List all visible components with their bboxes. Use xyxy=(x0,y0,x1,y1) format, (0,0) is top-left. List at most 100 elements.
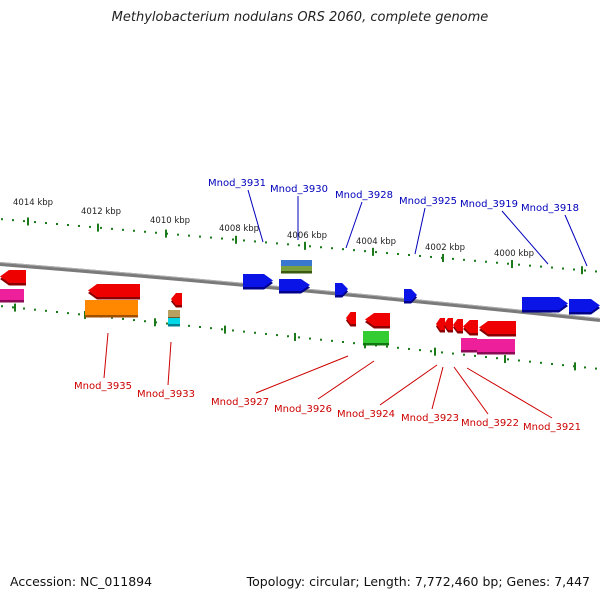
gene-arrow-reverse[interactable] xyxy=(463,320,478,336)
scale-label: 4014 kbp xyxy=(13,198,53,208)
tick-bottom-minor xyxy=(166,322,168,325)
tick-bottom-minor xyxy=(199,326,201,328)
tick-bottom-minor xyxy=(408,347,410,350)
gene-label-mnod-3918[interactable]: Mnod_3918 xyxy=(521,203,579,214)
gene-arrow-reverse[interactable] xyxy=(436,318,445,333)
leader-line-bottom xyxy=(317,360,375,400)
leader-line-top xyxy=(247,189,264,243)
gene-block-reverse[interactable] xyxy=(168,318,180,327)
gene-block-reverse[interactable] xyxy=(477,339,515,355)
leader-line-bottom xyxy=(167,341,172,386)
scale-label: 4012 kbp xyxy=(81,207,121,217)
gene-arrow-reverse[interactable] xyxy=(88,284,140,300)
tick-top-minor xyxy=(551,266,553,269)
tick-top-minor xyxy=(111,227,113,230)
tick-top-minor xyxy=(463,258,465,261)
tick-bottom-minor xyxy=(595,367,597,370)
tick-bottom-minor xyxy=(243,330,245,333)
gene-label-mnod-3921[interactable]: Mnod_3921 xyxy=(523,422,581,433)
gene-block-forward[interactable] xyxy=(281,266,312,274)
gene-features xyxy=(0,260,600,355)
gene-arrow-reverse[interactable] xyxy=(479,321,516,337)
tick-bottom-minor xyxy=(320,338,322,341)
scale-label: 4002 kbp xyxy=(425,243,465,253)
gene-block-reverse[interactable] xyxy=(461,338,477,353)
gene-block-reverse[interactable] xyxy=(168,310,180,320)
gene-arrow-forward[interactable] xyxy=(243,274,273,290)
tick-bottom-minor xyxy=(485,356,487,359)
tick-bottom-minor xyxy=(496,357,498,360)
gene-label-mnod-3928[interactable]: Mnod_3928 xyxy=(335,190,393,201)
tick-bottom-minor xyxy=(309,337,311,340)
gene-block-reverse[interactable] xyxy=(0,289,24,303)
gene-block-forward[interactable] xyxy=(281,260,312,269)
tick-top-minor xyxy=(408,253,410,256)
gene-label-mnod-3931[interactable]: Mnod_3931 xyxy=(208,178,266,189)
gene-label-mnod-3935[interactable]: Mnod_3935 xyxy=(74,381,132,392)
gene-block-reverse[interactable] xyxy=(363,331,389,346)
gene-block-reverse[interactable] xyxy=(85,300,138,318)
gene-arrow-reverse[interactable] xyxy=(453,319,463,334)
tick-top-minor xyxy=(221,237,223,240)
tick-top-minor xyxy=(419,254,421,257)
tick-top-minor xyxy=(199,235,201,238)
genome-title: Methylobacterium nodulans ORS 2060, comp… xyxy=(111,10,489,25)
gene-arrow-forward[interactable] xyxy=(404,289,417,304)
tick-top-minor xyxy=(1,218,3,221)
tick-bottom-minor xyxy=(276,334,278,337)
tick-top-minor xyxy=(122,228,124,231)
gene-label-mnod-3925[interactable]: Mnod_3925 xyxy=(399,196,457,207)
tick-bottom-minor xyxy=(507,358,509,361)
gene-label-mnod-3923[interactable]: Mnod_3923 xyxy=(401,413,459,424)
tick-top-minor xyxy=(518,263,520,266)
leader-line-top xyxy=(414,207,426,255)
gene-arrow-forward[interactable] xyxy=(279,279,310,294)
scale-label: 4000 kbp xyxy=(494,249,534,259)
tick-bottom-minor xyxy=(122,317,124,320)
scale-label: 4010 kbp xyxy=(150,216,190,226)
gene-arrow-forward[interactable] xyxy=(569,299,600,315)
tick-top-minor xyxy=(45,222,47,225)
gene-arrow-reverse[interactable] xyxy=(346,312,356,327)
tick-top-minor xyxy=(309,245,311,248)
tick-top-minor xyxy=(89,225,91,228)
tick-top-minor xyxy=(430,255,432,258)
tick-bottom-minor xyxy=(144,320,146,323)
tick-top-minor xyxy=(232,238,234,241)
tick-bottom-minor xyxy=(386,345,388,348)
gene-arrow-forward[interactable] xyxy=(522,297,568,313)
gene-label-mnod-3930[interactable]: Mnod_3930 xyxy=(270,184,328,195)
tick-top-minor xyxy=(265,241,267,244)
gene-arrow-reverse[interactable] xyxy=(0,270,26,286)
tick-bottom-minor xyxy=(23,307,25,310)
tick-bottom-minor xyxy=(210,327,212,330)
gene-label-mnod-3927[interactable]: Mnod_3927 xyxy=(211,397,269,408)
gene-arrow-reverse[interactable] xyxy=(444,318,453,333)
gene-label-mnod-3922[interactable]: Mnod_3922 xyxy=(461,418,519,429)
tick-top-minor xyxy=(298,244,300,247)
tick-top-minor xyxy=(210,236,212,239)
tick-bottom-minor xyxy=(430,350,432,353)
tick-bottom-minor xyxy=(397,346,399,349)
tick-top-minor xyxy=(56,223,58,226)
tick-top-minor xyxy=(375,251,377,254)
gene-label-mnod-3933[interactable]: Mnod_3933 xyxy=(137,389,195,400)
gene-arrow-reverse[interactable] xyxy=(171,293,182,308)
gene-label-mnod-3926[interactable]: Mnod_3926 xyxy=(274,404,332,415)
tick-top-minor xyxy=(133,229,135,232)
tick-bottom-minor xyxy=(562,364,564,367)
scale-ticks-top xyxy=(1,217,597,275)
tick-bottom-minor xyxy=(232,329,234,332)
gene-arrow-forward[interactable] xyxy=(335,283,348,298)
gene-label-mnod-3919[interactable]: Mnod_3919 xyxy=(460,199,518,210)
tick-top-minor xyxy=(529,264,531,267)
tick-top-minor xyxy=(100,226,102,229)
leader-line-bottom xyxy=(103,332,109,379)
tick-top-minor xyxy=(562,267,564,270)
tick-top-minor xyxy=(595,270,597,273)
gene-label-mnod-3924[interactable]: Mnod_3924 xyxy=(337,409,395,420)
gene-arrow-reverse[interactable] xyxy=(365,313,390,329)
tick-bottom-minor xyxy=(287,335,289,338)
